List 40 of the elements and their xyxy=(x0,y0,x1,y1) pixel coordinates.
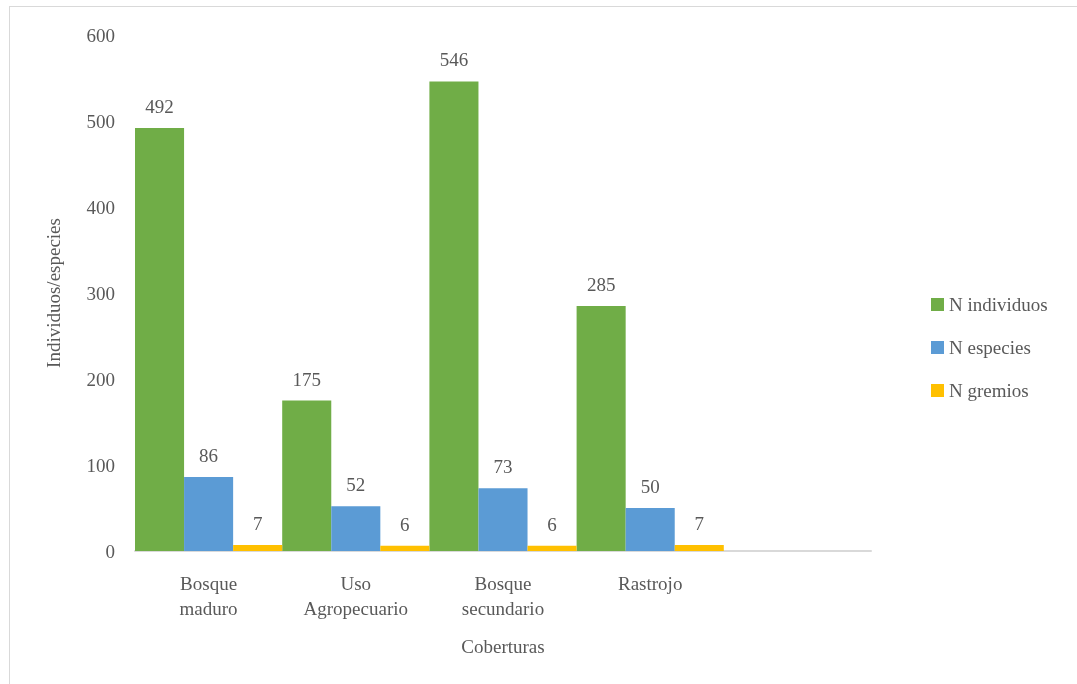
bar xyxy=(625,508,675,551)
bar xyxy=(233,544,283,551)
x-tick-label: Bosque secundario xyxy=(461,573,545,619)
y-tick-label: 500 xyxy=(86,110,115,132)
data-label: 7 xyxy=(252,512,263,534)
y-tick-label: 100 xyxy=(86,454,115,476)
y-tick-label: 600 xyxy=(86,24,115,46)
bar xyxy=(331,506,381,551)
data-label: 73 xyxy=(493,456,513,478)
legend-label: N especies xyxy=(949,337,1031,358)
legend-label: N individuos xyxy=(949,294,1048,315)
x-tick-label: Rastrojo xyxy=(618,573,683,594)
data-label: 492 xyxy=(145,95,174,117)
y-tick-label: 300 xyxy=(86,282,115,304)
bar xyxy=(135,127,185,551)
data-label: 6 xyxy=(400,513,410,535)
data-label: 175 xyxy=(292,368,321,390)
data-label: 546 xyxy=(439,49,469,71)
legend-label: N gremios xyxy=(949,380,1029,401)
bar xyxy=(576,305,626,551)
data-label: 86 xyxy=(199,445,219,467)
bar xyxy=(429,81,479,551)
bar xyxy=(184,477,234,551)
bar xyxy=(674,544,724,551)
bar xyxy=(282,400,332,551)
data-label: 6 xyxy=(547,513,557,535)
data-label: 52 xyxy=(346,474,366,496)
y-tick-label: 200 xyxy=(86,368,115,390)
data-label: 285 xyxy=(586,273,616,295)
data-label: 50 xyxy=(640,476,660,497)
y-tick-label: 0 xyxy=(105,540,115,562)
x-tick-label: Uso Agropecuario xyxy=(303,573,409,619)
x-axis-title: Coberturas xyxy=(461,636,545,657)
bar xyxy=(478,488,528,551)
x-tick-label: Bosque maduro xyxy=(179,573,238,619)
y-axis-title: Individuos/especies xyxy=(43,218,64,368)
data-label: 7 xyxy=(694,512,705,534)
bar xyxy=(380,545,430,551)
bar xyxy=(527,545,577,551)
y-tick-label: 400 xyxy=(86,196,115,218)
